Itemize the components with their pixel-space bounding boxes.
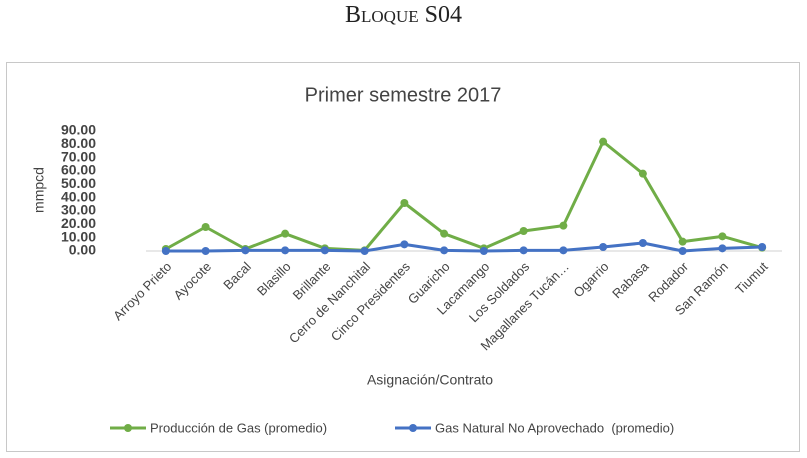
- point: [599, 243, 608, 251]
- y-tick-label: 40.00: [61, 188, 96, 204]
- series-line: [165, 140, 763, 252]
- series-line: [165, 241, 763, 253]
- y-tick-label: 20.00: [61, 215, 96, 231]
- point: [241, 246, 250, 255]
- legend-marker: [124, 424, 132, 432]
- point: [440, 229, 449, 238]
- legend-marker: [409, 424, 417, 432]
- y-tick-label: 70.00: [61, 148, 96, 164]
- y-tick-label: 10.00: [61, 228, 96, 244]
- point: [678, 247, 687, 255]
- point: [519, 227, 528, 235]
- point: [281, 229, 290, 238]
- legend-label: Producción de Gas (promedio): [150, 420, 327, 435]
- x-tick-label: Ayocote: [171, 259, 215, 303]
- point: [718, 232, 727, 241]
- y-tick-label: 0.00: [69, 242, 96, 258]
- y-tick-label: 30.00: [61, 202, 96, 218]
- legend-label: Gas Natural No Aprovechado (promedio): [435, 420, 674, 435]
- point: [201, 247, 210, 255]
- y-tick-label: 60.00: [61, 162, 96, 178]
- x-tick-label: Ogarrio: [570, 259, 611, 300]
- point: [400, 240, 409, 249]
- x-tick-label: Blasillo: [254, 259, 294, 299]
- point: [479, 247, 488, 255]
- point: [281, 246, 290, 255]
- page-heading: Bloque S04: [345, 2, 462, 28]
- point: [718, 244, 727, 253]
- chart-title: Primer semestre 2017: [305, 84, 502, 106]
- point: [320, 246, 329, 255]
- x-tick-label: Arroyo Prieto: [110, 259, 174, 323]
- y-tick-label: 50.00: [61, 175, 96, 191]
- y-tick-label: 90.00: [61, 122, 96, 138]
- point: [360, 247, 369, 255]
- point: [201, 223, 210, 231]
- point: [758, 243, 767, 251]
- point: [678, 237, 687, 246]
- x-axis-label: Asignación/Contrato: [367, 372, 493, 388]
- point: [638, 239, 647, 247]
- point: [440, 246, 449, 255]
- x-tick-label: Bacal: [220, 259, 254, 293]
- chart-frame: [6, 62, 800, 452]
- x-tick-label: Tiumut: [732, 259, 771, 298]
- y-axis-label: mmpcd: [31, 167, 47, 213]
- point: [638, 169, 647, 178]
- point: [559, 221, 568, 230]
- point: [599, 137, 608, 146]
- point: [400, 199, 409, 207]
- point: [519, 246, 528, 255]
- point: [559, 246, 568, 255]
- point: [161, 247, 170, 255]
- y-tick-label: 80.00: [61, 135, 96, 151]
